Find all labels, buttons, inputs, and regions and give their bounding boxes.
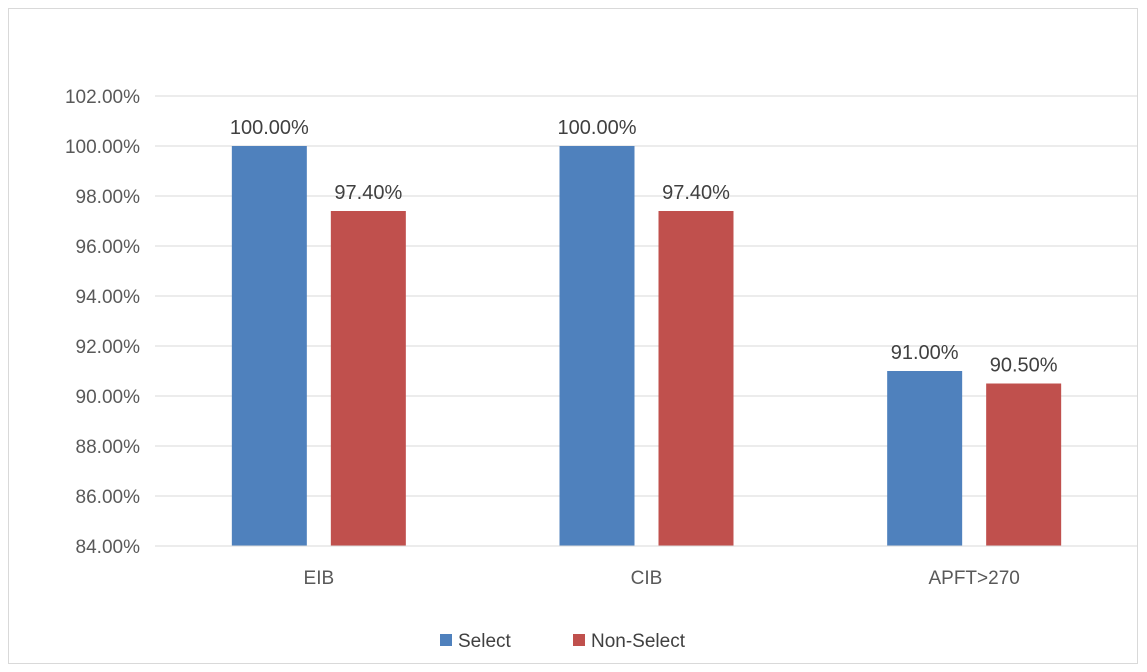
gridlines [155, 95, 1138, 497]
data-labels: 100.00% 97.40% 100.00% 97.40% 91.00% 90.50% [230, 117, 1058, 377]
data-label: 100.00% [558, 117, 637, 139]
legend-label: Select [458, 631, 512, 652]
data-label: 97.40% [334, 182, 402, 204]
data-label: 100.00% [230, 117, 309, 139]
legend-swatch [440, 634, 452, 646]
data-label: 90.50% [990, 355, 1058, 377]
x-tick-label: EIB [304, 568, 335, 589]
y-tick-label: 94.00% [76, 287, 141, 308]
x-axis-ticks: EIB CIB APFT>270 [304, 568, 1020, 589]
y-tick-label: 88.00% [76, 437, 141, 458]
y-tick-label: 92.00% [76, 337, 141, 358]
bar-select-1 [559, 146, 635, 546]
x-tick-label: APFT>270 [928, 568, 1019, 589]
legend-swatch [573, 634, 585, 646]
bar-non-select-2 [986, 383, 1062, 546]
y-tick-label: 102.00% [65, 87, 140, 108]
bar-select-2 [887, 371, 963, 546]
bar-select-0 [231, 146, 307, 546]
data-label: 91.00% [891, 342, 959, 364]
bars [231, 146, 1062, 546]
bar-non-select-0 [330, 211, 406, 546]
y-axis-ticks: 84.00% 86.00% 88.00% 90.00% 92.00% 94.00% 96.0… [65, 87, 140, 558]
y-tick-label: 90.00% [76, 387, 141, 408]
data-label: 97.40% [662, 182, 730, 204]
y-tick-label: 98.00% [76, 187, 141, 208]
x-tick-label: CIB [631, 568, 663, 589]
y-tick-label: 96.00% [76, 237, 141, 258]
bar-non-select-1 [658, 211, 734, 546]
y-tick-label: 84.00% [76, 537, 141, 558]
y-tick-label: 100.00% [65, 137, 140, 158]
legend: Select Non-Select [440, 631, 686, 652]
y-tick-label: 86.00% [76, 487, 141, 508]
legend-label: Non-Select [591, 631, 686, 652]
